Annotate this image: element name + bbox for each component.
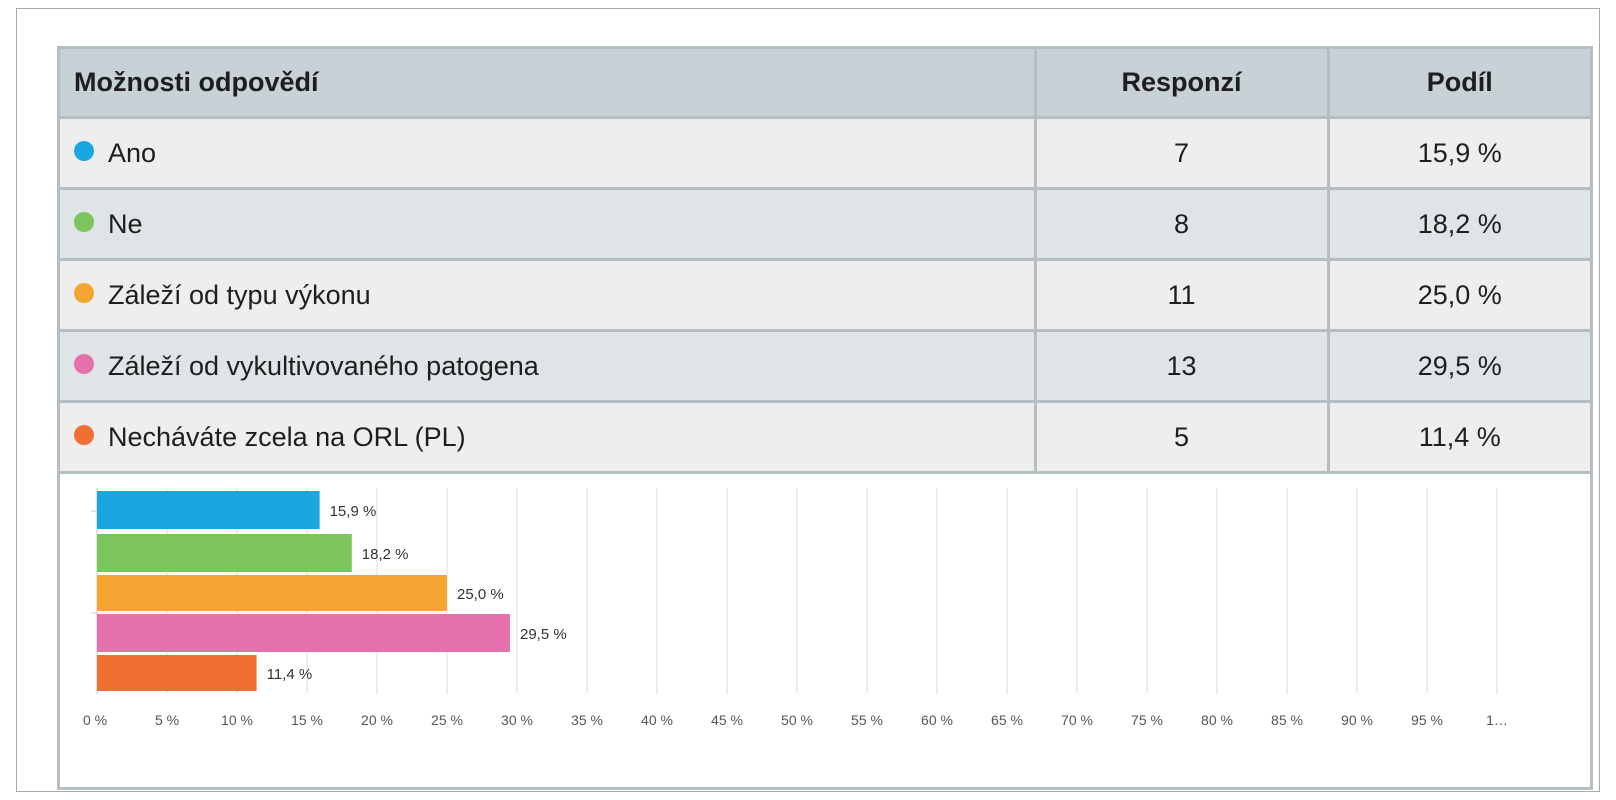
table-header-row: Možnosti odpovědí Responzí Podíl (60, 49, 1590, 119)
x-tick-label: 5 % (155, 712, 179, 728)
x-tick-label: 60 % (921, 712, 953, 728)
responses-cell: 8 (1035, 188, 1330, 261)
x-tick-label: 15 % (291, 712, 323, 728)
bar (97, 614, 510, 652)
x-tick-label: 85 % (1271, 712, 1303, 728)
x-tick-label: 30 % (501, 712, 533, 728)
x-tick-label: 80 % (1201, 712, 1233, 728)
series-color-dot-icon (74, 425, 94, 446)
option-cell: Záleží od typu výkonu (60, 259, 1037, 332)
responses-cell: 13 (1035, 330, 1330, 403)
option-label: Ano (108, 137, 157, 168)
table-row: Necháváte zcela na ORL (PL) 5 11,4 % (60, 401, 1590, 474)
share-cell: 29,5 % (1328, 330, 1590, 403)
table-row: Záleží od typu výkonu 11 25,0 % (60, 259, 1590, 332)
x-tick-label: 1… (1486, 712, 1508, 728)
share-cell: 15,9 % (1328, 117, 1590, 190)
x-tick-label: 25 % (431, 712, 463, 728)
bar (97, 491, 320, 529)
bar-data-label: 18,2 % (362, 546, 409, 563)
series-color-dot-icon (74, 354, 94, 375)
column-header-share: Podíl (1328, 49, 1590, 119)
option-cell: Ne (60, 188, 1037, 261)
share-cell: 11,4 % (1328, 401, 1590, 474)
bar (97, 534, 352, 572)
option-cell: Záleží od vykultivovaného patogena (60, 330, 1037, 403)
responses-cell: 5 (1035, 401, 1330, 474)
option-label: Ne (108, 208, 143, 239)
option-cell: Ano (60, 117, 1037, 190)
responses-cell: 11 (1035, 259, 1330, 332)
bar (97, 655, 257, 691)
table-row: Ano 7 15,9 % (60, 117, 1590, 190)
option-label: Záleží od vykultivovaného patogena (108, 350, 539, 381)
x-tick-label: 65 % (991, 712, 1023, 728)
option-label: Záleží od typu výkonu (108, 279, 371, 310)
x-tick-label: 20 % (361, 712, 393, 728)
column-header-responses: Responzí (1035, 49, 1330, 119)
table-row: Ne 8 18,2 % (60, 188, 1590, 261)
share-cell: 25,0 % (1328, 259, 1590, 332)
x-tick-label: 55 % (851, 712, 883, 728)
bar-data-label: 29,5 % (520, 626, 567, 643)
option-cell: Necháváte zcela na ORL (PL) (60, 401, 1037, 474)
bar-data-label: 11,4 % (267, 666, 313, 683)
table-row: Záleží od vykultivovaného patogena 13 29… (60, 330, 1590, 403)
bar-chart: 15,9 % 18,2 % 25,0 % 29,5 % 11,4 % 0 % 5 % 10 %… (60, 461, 1590, 787)
share-cell: 18,2 % (1328, 188, 1590, 261)
series-color-dot-icon (74, 283, 94, 304)
bar-data-label: 15,9 % (330, 503, 377, 520)
bar (97, 575, 447, 611)
x-tick-label: 40 % (641, 712, 673, 728)
x-tick-label: 10 % (221, 712, 253, 728)
option-label: Necháváte zcela na ORL (PL) (108, 421, 466, 452)
x-tick-label: 95 % (1411, 712, 1443, 728)
responses-cell: 7 (1035, 117, 1330, 190)
series-color-dot-icon (74, 141, 94, 162)
x-tick-label: 0 % (83, 712, 107, 728)
x-tick-label: 90 % (1341, 712, 1373, 728)
figure-frame: Možnosti odpovědí Responzí Podíl Ano 7 1… (16, 8, 1600, 792)
column-header-options: Možnosti odpovědí (60, 49, 1037, 119)
series-color-dot-icon (74, 212, 94, 233)
x-tick-label: 75 % (1131, 712, 1163, 728)
bar-chart-svg: 15,9 % 18,2 % 25,0 % 29,5 % 11,4 % 0 % 5 % 10 %… (83, 488, 1508, 728)
x-tick-label: 70 % (1061, 712, 1093, 728)
x-tick-label: 35 % (571, 712, 603, 728)
x-tick-label: 45 % (711, 712, 743, 728)
results-table: Možnosti odpovědí Responzí Podíl Ano 7 1… (60, 49, 1590, 474)
x-tick-label: 50 % (781, 712, 813, 728)
bar-data-label: 25,0 % (457, 586, 504, 603)
survey-results-panel: Možnosti odpovědí Responzí Podíl Ano 7 1… (57, 46, 1593, 790)
